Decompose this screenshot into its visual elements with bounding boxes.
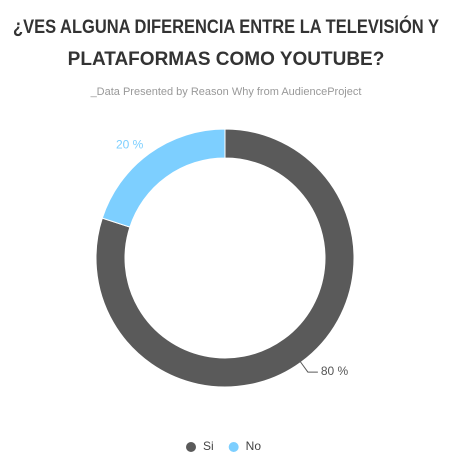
chart-title: PLATAFORMAS COMO YOUTUBE?	[68, 49, 385, 70]
donut-slice	[101, 128, 226, 228]
legend-label: No	[246, 439, 262, 453]
data-label: 20 %	[116, 138, 144, 152]
legend-marker	[186, 442, 196, 452]
leader-line	[299, 360, 318, 373]
data-label: 80 %	[321, 364, 349, 378]
donut-slice	[95, 128, 355, 388]
legend-label: Si	[203, 439, 214, 453]
legend-marker	[228, 442, 239, 452]
chart-subtitle: _Data Presented by Reason Why from Audie…	[90, 86, 362, 98]
chart-title: ¿VES ALGUNA DIFERENCIA ENTRE LA TELEVISI…	[13, 16, 439, 38]
